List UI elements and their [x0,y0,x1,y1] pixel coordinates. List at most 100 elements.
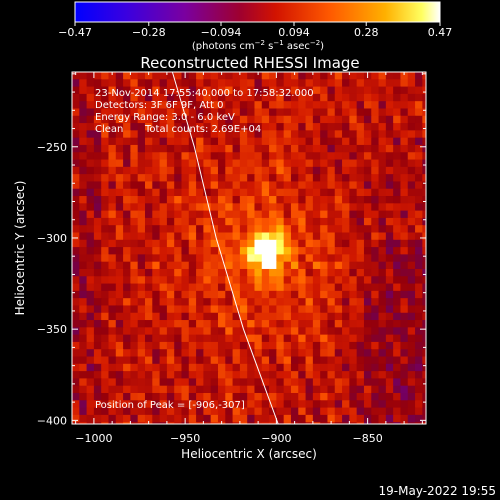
heatmap-cell [144,283,153,292]
heatmap-cell [415,254,423,263]
heatmap-cell [312,334,321,343]
heatmap-cell [181,181,190,190]
heatmap-cell [385,79,394,88]
heatmap-cell [342,101,350,110]
heatmap-cell [144,86,153,95]
heatmap-cell [385,312,394,321]
heatmap-cell [254,130,263,139]
heatmap-cell [276,349,285,358]
heatmap-cell [101,305,110,314]
heatmap-cell [356,232,365,241]
heatmap-cell [254,232,263,241]
heatmap-cell [385,276,394,285]
heatmap-cell [407,144,416,153]
heatmap-cell [181,378,190,387]
heatmap-cell [320,400,329,409]
heatmap-cell [276,247,285,255]
heatmap-cell [232,312,241,321]
heatmap-cell [269,334,277,343]
heatmap-cell [269,283,277,292]
heatmap-cell [320,363,329,372]
heatmap-cell [349,130,358,139]
heatmap-cell [393,254,402,263]
heatmap-cell [254,407,263,416]
heatmap-cell [342,144,350,153]
heatmap-cell [276,159,285,168]
heatmap-cell [247,130,256,139]
heatmap-cell [276,400,285,409]
y-tick-label: −300 [37,232,67,245]
heatmap-cell [385,334,394,343]
heatmap-cell [363,305,372,314]
heatmap-cell [276,93,285,102]
heatmap-cell [400,166,409,175]
heatmap-cell [283,152,292,161]
heatmap-cell [415,217,423,226]
heatmap-cell [305,108,314,117]
heatmap-cell [407,400,416,409]
heatmap-cell [196,86,204,95]
heatmap-cell [393,371,402,380]
heatmap-cell [371,261,380,270]
heatmap-cell [152,203,161,212]
heatmap-cell [400,298,409,307]
heatmap-cell [203,414,212,423]
heatmap-cell [393,108,402,117]
heatmap-cell [320,378,329,387]
heatmap-cell [254,72,263,80]
heatmap-cell [174,130,183,139]
heatmap-cell [137,79,146,88]
heatmap-cell [393,159,402,168]
heatmap-cell [305,79,314,88]
heatmap-cell [123,217,131,226]
heatmap-cell [217,378,226,387]
heatmap-cell [261,72,270,80]
heatmap-cell [385,93,394,102]
heatmap-cell [393,356,402,365]
heatmap-cell [166,349,175,358]
heatmap-cell [269,349,277,358]
heatmap-cell [298,349,307,358]
heatmap-cell [159,254,168,263]
heatmap-cell [101,196,110,204]
heatmap-cell [378,115,387,124]
heatmap-cell [86,268,95,277]
heatmap-cell [79,261,88,270]
heatmap-cell [123,276,131,285]
heatmap-cell [305,392,314,401]
heatmap-cell [239,210,248,219]
heatmap-cell [385,247,394,255]
heatmap-cell [349,159,358,168]
heatmap-cell [232,130,241,139]
heatmap-cell [415,174,423,183]
heatmap-cell [101,217,110,226]
heatmap-cell [247,422,256,424]
heatmap-cell [393,290,402,299]
heatmap-cell [261,115,270,124]
heatmap-cell [283,268,292,277]
heatmap-cell [196,232,204,241]
heatmap-cell [72,174,80,183]
heatmap-cell [327,283,336,292]
heatmap-cell [210,217,219,226]
heatmap-cell [385,232,394,241]
heatmap-cell [196,254,204,263]
heatmap-cell [181,261,190,270]
heatmap-cell [261,378,270,387]
heatmap-cell [86,166,95,175]
heatmap-cell [247,407,256,416]
heatmap-cell [276,239,285,248]
heatmap-cell [115,283,124,292]
heatmap-cell [305,159,314,168]
heatmap-cell [349,407,358,416]
heatmap-cell [188,305,197,314]
heatmap-cell [276,276,285,285]
heatmap-cell [239,312,248,321]
heatmap-cell [152,196,161,204]
heatmap-cell [232,137,241,146]
heatmap-cell [400,261,409,270]
heatmap-cell [152,144,161,153]
heatmap-cell [400,144,409,153]
heatmap-cell [188,414,197,423]
heatmap-cell [393,261,402,270]
